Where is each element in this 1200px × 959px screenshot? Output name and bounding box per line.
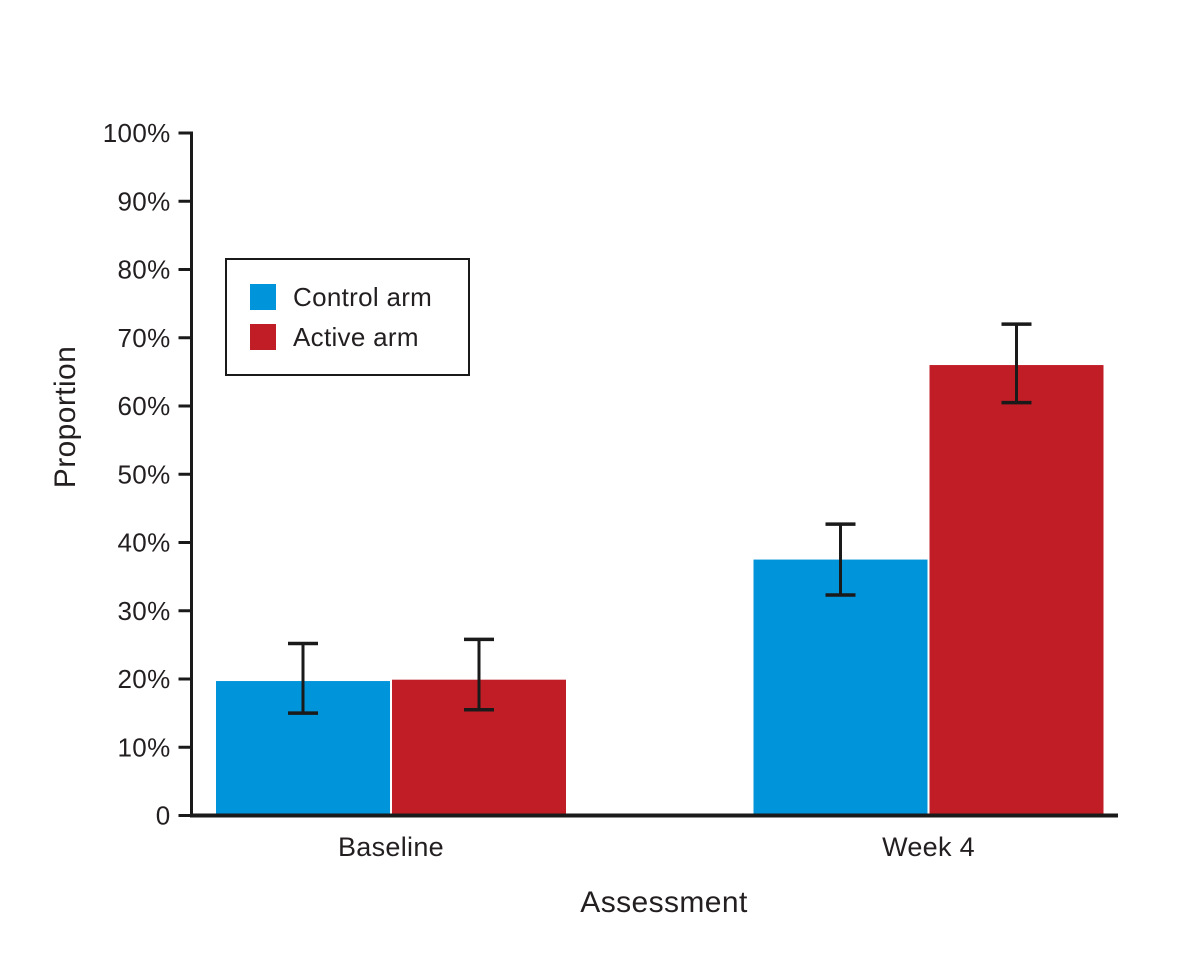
legend: Control arm Active arm — [225, 258, 470, 376]
y-tick-label-80: 80% — [118, 255, 171, 285]
error-bar-active-arm-week-4 — [1001, 322, 1032, 405]
bar-active-arm-week-4 — [929, 365, 1104, 816]
error-bar-control-arm-week-4 — [825, 522, 856, 597]
y-tick-label-10: 10% — [118, 732, 171, 762]
y-tick-label-40: 40% — [118, 528, 171, 558]
legend-label-active-arm: Active arm — [293, 322, 419, 352]
y-axis-title: Proportion — [49, 345, 82, 489]
bars-group — [216, 365, 1104, 816]
legend-swatch-control-arm — [250, 284, 276, 310]
y-tick-label-0: 0 — [156, 801, 171, 831]
y-tick-label-60: 60% — [118, 391, 171, 421]
bar-control-arm-week-4 — [753, 559, 928, 816]
y-tick-label-70: 70% — [118, 323, 171, 353]
x-category-label-week-4: Week 4 — [882, 832, 975, 862]
y-tick-label-50: 50% — [118, 459, 171, 489]
y-tick-label-30: 30% — [118, 596, 171, 626]
error-bar-control-arm-baseline — [288, 641, 318, 715]
legend-item-active-arm: Active arm — [250, 324, 468, 350]
legend-item-control-arm: Control arm — [250, 284, 468, 310]
tick-labels-group: 0 10% 20% 30% 40% 50% 60% 70% 80% 90% 100% Baseline… — [103, 118, 975, 862]
y-tick-label-20: 20% — [118, 664, 171, 694]
axes-group — [178, 131, 1118, 818]
y-tick-label-100: 100% — [103, 118, 171, 148]
legend-swatch-active-arm — [250, 324, 276, 350]
y-tick-label-90: 90% — [118, 186, 171, 216]
x-category-label-baseline: Baseline — [338, 832, 444, 862]
x-axis-title: Assessment — [580, 886, 748, 919]
legend-label-control-arm: Control arm — [293, 282, 433, 312]
error-bar-active-arm-baseline — [464, 637, 494, 712]
error-bars-group — [288, 322, 1032, 715]
